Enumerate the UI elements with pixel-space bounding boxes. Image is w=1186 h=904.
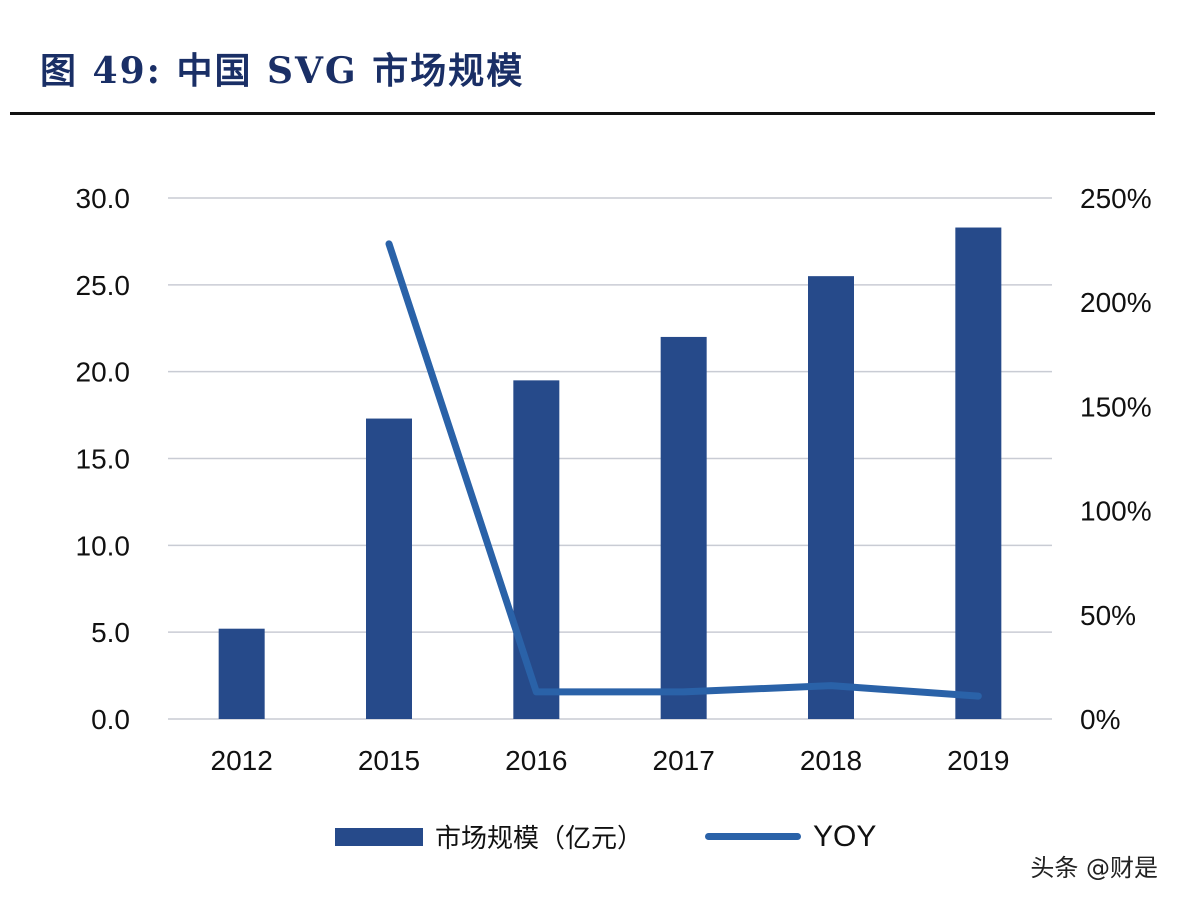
chart-title: 图 49: 中国 SVG 市场规模	[40, 50, 525, 92]
x-tick-label: 2012	[211, 745, 273, 776]
left-tick-label: 0.0	[91, 704, 130, 735]
left-tick-label: 10.0	[76, 530, 131, 561]
legend-line-label: YOY	[813, 819, 877, 853]
bar	[808, 276, 854, 719]
bar	[513, 380, 560, 719]
legend-line-swatch	[705, 833, 802, 840]
right-tick-label: 0%	[1080, 704, 1120, 735]
legend: 市场规模（亿元） YOY	[335, 818, 876, 855]
chart: 0.0 5.0 10.0 15.0 20.0 25.0 30.0 0% 50% 100% 150% 2…	[76, 183, 1152, 776]
legend-bar-label: 市场规模（亿元）	[435, 824, 644, 854]
watermark: 头条 @财是	[1030, 854, 1158, 882]
x-tick-label: 2016	[505, 745, 567, 776]
right-tick-label: 200%	[1080, 287, 1152, 318]
x-tick-label: 2018	[800, 745, 862, 776]
left-tick-label: 15.0	[76, 444, 131, 475]
right-tick-label: 150%	[1080, 391, 1152, 422]
left-tick-label: 25.0	[76, 270, 131, 301]
bar	[955, 227, 1002, 720]
right-tick-label: 250%	[1080, 183, 1152, 214]
left-tick-label: 30.0	[76, 183, 131, 214]
x-tick-label: 2015	[358, 745, 420, 776]
x-tick-label: 2019	[947, 745, 1009, 776]
bar	[660, 336, 707, 719]
legend-bar-swatch	[335, 827, 423, 846]
x-tick-label: 2017	[653, 745, 715, 776]
right-tick-label: 100%	[1080, 496, 1152, 527]
bar	[366, 418, 412, 719]
title-divider	[10, 112, 1155, 115]
left-tick-label: 20.0	[76, 357, 131, 388]
left-tick-label: 5.0	[91, 617, 130, 648]
right-tick-label: 50%	[1080, 600, 1136, 631]
bar	[218, 628, 265, 719]
